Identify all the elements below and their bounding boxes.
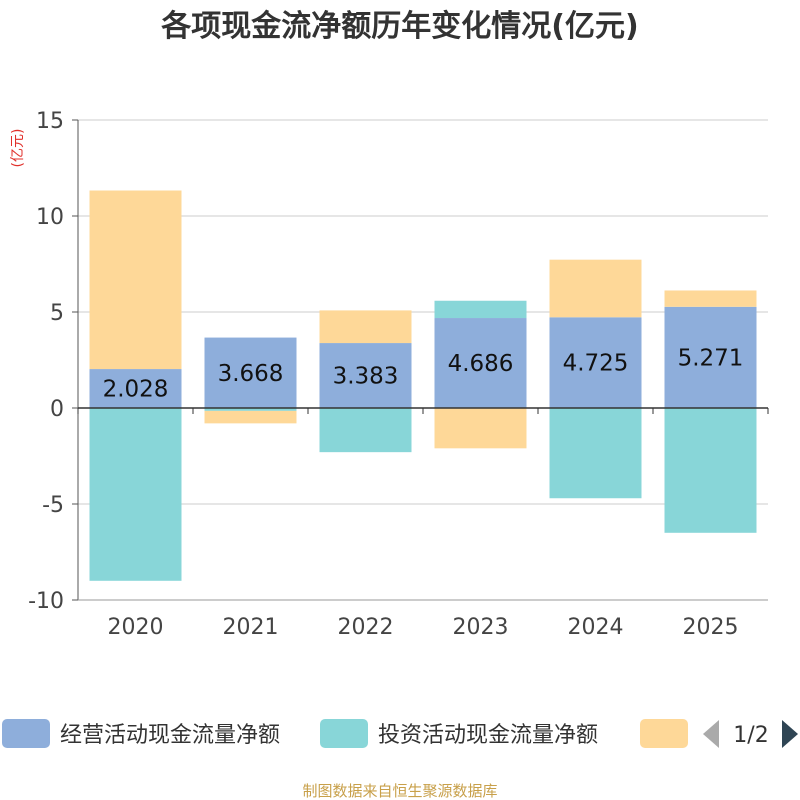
bar-2020-series-2: [89, 408, 182, 581]
data-label-2021: 3.668: [218, 361, 284, 387]
legend-label-2: 投资活动现金流量净额: [378, 723, 598, 748]
data-labels: 2.028 3.668 3.383 4.686 4.725 5.271: [103, 345, 744, 402]
legend-item-3[interactable]: [640, 719, 688, 748]
bar-2025-series-1: [664, 306, 757, 408]
x-tick-label-2025: 2025: [683, 615, 739, 640]
bar-2025-series-3: [664, 290, 757, 307]
legend-prev-page-icon[interactable]: [703, 720, 719, 748]
y-tick-label: -10: [28, 589, 64, 614]
y-tick-label: 10: [36, 205, 64, 230]
data-label-2022: 3.383: [333, 364, 399, 390]
data-label-2025: 5.271: [678, 345, 744, 371]
y-tick-label: 5: [50, 301, 64, 326]
bar-2023-series-3: [434, 408, 527, 449]
data-label-2020: 2.028: [103, 377, 169, 403]
x-tick-label-2021: 2021: [223, 615, 279, 640]
bar-2022-series-1: [319, 343, 412, 408]
bar-2021-series-2: [204, 408, 297, 411]
data-label-2023: 4.686: [448, 351, 514, 377]
axes: -10 -5 0 5 10 15 2020 2021 2022 2023 2024 2025: [28, 109, 769, 640]
bar-2022-series-3: [319, 310, 412, 344]
legend-swatch-2: [320, 719, 368, 748]
bars: [89, 190, 757, 581]
legend-item-1[interactable]: 经营活动现金流量净额: [2, 719, 280, 748]
source-note: 制图数据来自恒生聚源数据库: [302, 782, 497, 800]
legend-page-indicator: 1/2: [733, 723, 768, 748]
x-tick-label-2020: 2020: [108, 615, 164, 640]
bar-2023-series-1: [434, 318, 527, 408]
bar-2024-series-3: [549, 259, 642, 318]
legend-swatch-3: [640, 719, 688, 748]
bar-2023-series-2: [434, 300, 527, 319]
y-axis-unit-label: (亿元): [10, 129, 26, 168]
data-label-2024: 4.725: [563, 351, 629, 377]
x-tick-label-2022: 2022: [338, 615, 394, 640]
legend-item-2[interactable]: 投资活动现金流量净额: [320, 719, 598, 748]
legend-next-page-icon[interactable]: [782, 720, 798, 748]
legend-label-1: 经营活动现金流量净额: [60, 723, 280, 748]
bar-2021-series-3: [204, 410, 297, 424]
bar-2021-series-1: [204, 337, 297, 408]
legend: 经营活动现金流量净额 投资活动现金流量净额 1/2: [2, 719, 798, 748]
bar-2024-series-2: [549, 408, 642, 499]
y-tick-label: 15: [36, 109, 64, 134]
bar-2025-series-2: [664, 408, 757, 533]
y-tick-label: -5: [42, 493, 64, 518]
bar-2022-series-2: [319, 408, 412, 453]
chart-title: 各项现金流净额历年变化情况(亿元): [160, 9, 638, 44]
x-tick-label-2024: 2024: [568, 615, 624, 640]
bar-2020-series-1: [89, 369, 182, 408]
bar-2020-series-3: [89, 190, 182, 370]
bar-2024-series-1: [549, 317, 642, 408]
x-tick-label-2023: 2023: [453, 615, 509, 640]
legend-swatch-1: [2, 719, 50, 748]
y-tick-label: 0: [50, 397, 64, 422]
